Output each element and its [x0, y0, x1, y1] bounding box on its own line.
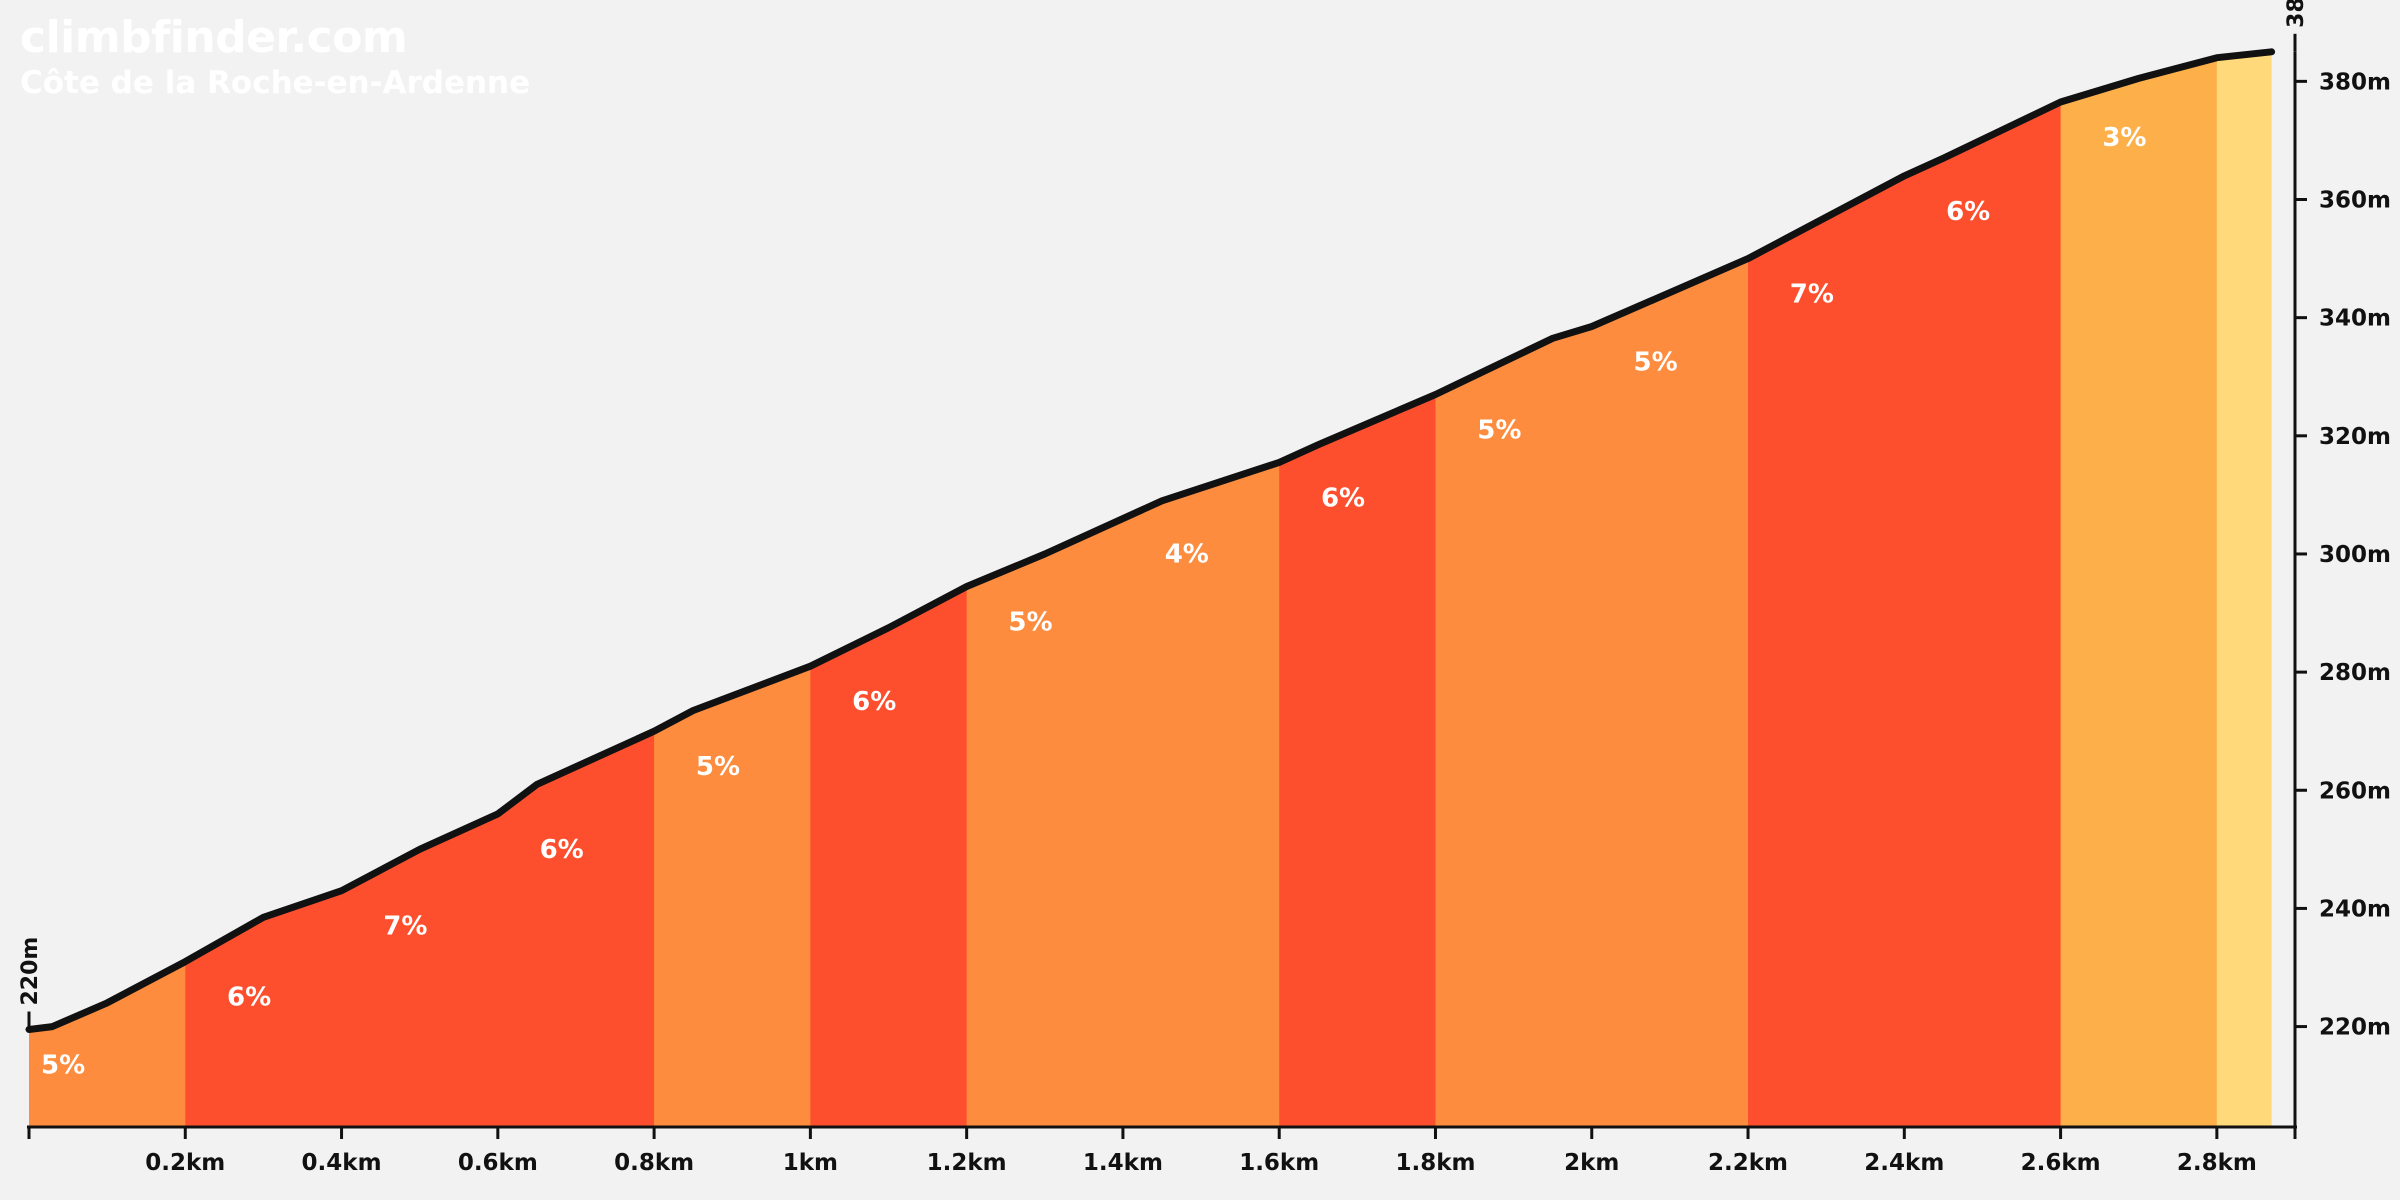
grade-label: 6%: [1321, 483, 1365, 513]
grade-label: 5%: [1634, 348, 1678, 378]
x-tick-label: 2km: [1564, 1150, 1619, 1176]
y-tick-label: 300m: [2319, 542, 2391, 568]
grade-band: [1904, 51, 2062, 1127]
y-tick-label: 220m: [2319, 1015, 2391, 1041]
grade-band: [1591, 51, 1749, 1127]
x-tick-label: 0.6km: [458, 1150, 538, 1176]
y-tick-label: 360m: [2319, 188, 2391, 214]
grade-label: 5%: [1008, 607, 1052, 637]
grade-band: [29, 51, 186, 1127]
x-tick-label: 2.4km: [1864, 1150, 1944, 1176]
y-tick-label: 320m: [2319, 424, 2391, 450]
y-tick-label: 380m: [2319, 69, 2391, 95]
x-tick-label: 0.4km: [302, 1150, 382, 1176]
grade-label: 4%: [1165, 540, 1209, 570]
x-tick-label: 2.6km: [2021, 1150, 2101, 1176]
grade-label: 5%: [41, 1051, 85, 1081]
grade-band: [341, 51, 499, 1127]
site-name: climbfinder.com: [20, 12, 408, 63]
grade-label: 6%: [1946, 197, 1990, 227]
x-tick-label: 0.8km: [614, 1150, 694, 1176]
y-tick-label: 340m: [2319, 306, 2391, 332]
grade-label: 7%: [1790, 280, 1834, 310]
grade-label: 5%: [1477, 415, 1521, 445]
grade-band: [1748, 51, 1905, 1127]
axes: 0.2km 0.4km 0.6km 0.8km 1km 1.2km 1.4km 1.6km 1.…: [18, 0, 2391, 1176]
grade-band: [1279, 51, 1437, 1127]
y-tick-label: 240m: [2319, 896, 2391, 922]
start-elevation-label: 220m: [18, 937, 43, 1006]
grade-band: [185, 51, 343, 1127]
grade-label: 5%: [696, 752, 740, 782]
grade-band: [2060, 51, 2218, 1127]
grade-band: [2216, 51, 2272, 1127]
grade-band: [810, 51, 968, 1127]
y-tick-label: 280m: [2319, 660, 2391, 686]
y-tick-label: 260m: [2319, 778, 2391, 804]
grade-label: 7%: [383, 912, 427, 942]
x-tick-label: 1.2km: [927, 1150, 1007, 1176]
x-tick-label: 1.6km: [1239, 1150, 1319, 1176]
grade-label: 3%: [2102, 123, 2146, 153]
brand-header: climbfinder.com Côte de la Roche-en-Arde…: [20, 16, 530, 99]
x-tick-label: 1.4km: [1083, 1150, 1163, 1176]
grade-band: [654, 51, 811, 1127]
grade-label: 6%: [540, 835, 584, 865]
grade-label: 6%: [852, 687, 896, 717]
climb-title: Côte de la Roche-en-Ardenne: [20, 65, 531, 101]
grade-labels: 5% 6% 7% 6% 5% 6% 5% 4% 6% 5% 5% 7% 6% 3%: [41, 123, 2146, 1080]
x-tick-label: 2.8km: [2177, 1150, 2257, 1176]
grade-label: 6%: [227, 983, 271, 1013]
x-tick-label: 0.2km: [145, 1150, 225, 1176]
grade-band: [1435, 51, 1593, 1127]
x-tick-label: 2.2km: [1708, 1150, 1788, 1176]
grade-band: [497, 51, 655, 1127]
x-tick-label: 1.8km: [1395, 1150, 1475, 1176]
grade-bands: [29, 51, 2272, 1127]
end-elevation-label: 385m: [2284, 0, 2309, 28]
x-tick-label: 1km: [783, 1150, 838, 1176]
profile-line: [25, 48, 2276, 1033]
grade-band: [1122, 51, 1280, 1127]
